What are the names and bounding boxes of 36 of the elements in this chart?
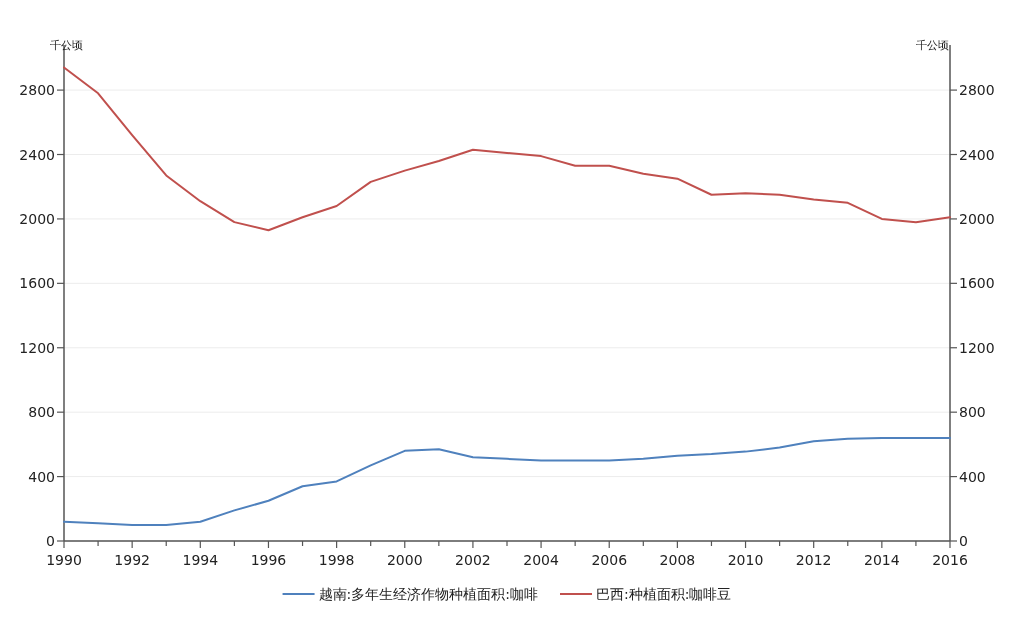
x-tick-label: 2008	[659, 552, 696, 568]
x-tick-label: 1992	[114, 552, 150, 568]
y2-axis-title: 千公顷	[915, 39, 949, 52]
line-series	[63, 66, 951, 232]
y-tick-label: 2800	[19, 82, 55, 99]
y-tick-label: 1200	[19, 339, 55, 356]
x-tick-label: 1990	[46, 552, 82, 568]
y2-tick-label: 400	[959, 468, 986, 485]
y-tick-label: 800	[28, 404, 55, 421]
y-tick-label: 1600	[19, 275, 55, 292]
y-axis-title: 千公顷	[49, 39, 83, 52]
y2-tick-label: 2400	[959, 146, 995, 163]
x-tick-label: 2016	[932, 552, 968, 568]
x-tick-label: 2006	[591, 552, 628, 568]
x-tick-label: 2012	[795, 552, 832, 568]
x-tick-label: 2010	[727, 552, 764, 568]
legend-label: 越南:多年生经济作物种植面积:咖啡	[318, 586, 538, 602]
x-tick-label: 1994	[182, 552, 219, 568]
y2-tick-label: 800	[959, 404, 986, 421]
y-tick-label: 2400	[19, 146, 55, 163]
y-tick-label: 0	[46, 533, 55, 549]
y2-tick-label: 2800	[959, 82, 995, 99]
x-tick-label: 2000	[386, 552, 423, 568]
y2-tick-label: 1200	[959, 339, 995, 356]
x-tick-label: 2002	[455, 552, 491, 568]
y-tick-label: 2000	[19, 210, 55, 227]
line-series	[63, 436, 951, 526]
y2-tick-label: 1600	[959, 275, 995, 292]
x-tick-label: 2014	[864, 552, 900, 568]
x-tick-label: 1996	[250, 552, 287, 568]
x-tick-label: 1998	[318, 552, 355, 568]
legend-label: 巴西:种植面积:咖啡豆	[596, 586, 732, 602]
y2-tick-label: 2000	[959, 210, 995, 227]
y-tick-label: 400	[28, 468, 55, 485]
y2-tick-label: 0	[959, 533, 968, 549]
x-tick-label: 2004	[523, 552, 559, 568]
